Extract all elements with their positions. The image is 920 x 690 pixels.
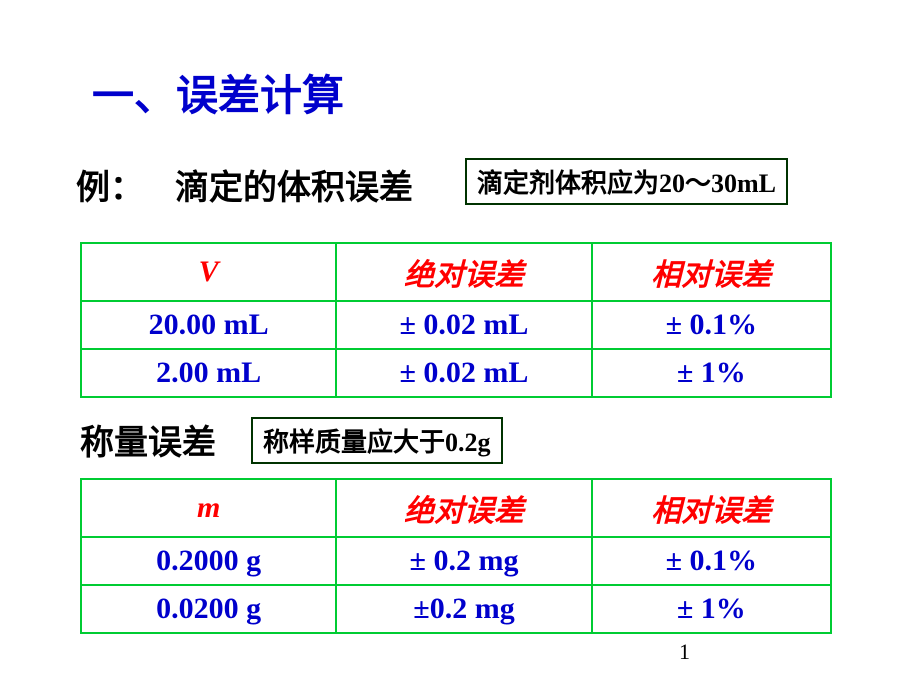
cell-m: 0.2000 g — [81, 537, 336, 585]
cell-abs: ± 0.2 mg — [336, 537, 591, 585]
example-heading: 滴定的体积误差 — [175, 160, 413, 209]
titration-note-box: 滴定剂体积应为20～30mL — [465, 158, 788, 205]
mass-error-table: m 绝对误差 相对误差 0.2000 g ± 0.2 mg ± 0.1% 0.0… — [80, 478, 832, 634]
volume-error-table: V 绝对误差 相对误差 20.00 mL ± 0.02 mL ± 0.1% 2.… — [80, 242, 832, 398]
table-row: 20.00 mL ± 0.02 mL ± 0.1% — [81, 301, 831, 349]
table-row: 0.2000 g ± 0.2 mg ± 0.1% — [81, 537, 831, 585]
cell-rel: ± 1% — [592, 349, 831, 397]
cell-abs: ± 0.02 mL — [336, 349, 591, 397]
cell-rel: ± 0.1% — [592, 301, 831, 349]
page-title: 一、误差计算 — [92, 62, 344, 123]
table-row: 2.00 mL ± 0.02 mL ± 1% — [81, 349, 831, 397]
table-header-row: V 绝对误差 相对误差 — [81, 243, 831, 301]
cell-v: 20.00 mL — [81, 301, 336, 349]
cell-rel: ± 1% — [592, 585, 831, 633]
page-number: 1 — [679, 639, 690, 665]
cell-rel: ± 0.1% — [592, 537, 831, 585]
cell-abs: ± 0.02 mL — [336, 301, 591, 349]
header-v: V — [81, 243, 336, 301]
header-absolute-error: 绝对误差 — [336, 479, 591, 537]
table-row: 0.0200 g ±0.2 mg ± 1% — [81, 585, 831, 633]
table-header-row: m 绝对误差 相对误差 — [81, 479, 831, 537]
weighing-error-heading: 称量误差 — [80, 415, 216, 464]
cell-abs: ±0.2 mg — [336, 585, 591, 633]
header-absolute-error: 绝对误差 — [336, 243, 591, 301]
header-m: m — [81, 479, 336, 537]
cell-v: 2.00 mL — [81, 349, 336, 397]
header-relative-error: 相对误差 — [592, 243, 831, 301]
header-relative-error: 相对误差 — [592, 479, 831, 537]
example-label: 例： — [76, 160, 144, 209]
cell-m: 0.0200 g — [81, 585, 336, 633]
weighing-note-box: 称样质量应大于0.2g — [251, 417, 503, 464]
